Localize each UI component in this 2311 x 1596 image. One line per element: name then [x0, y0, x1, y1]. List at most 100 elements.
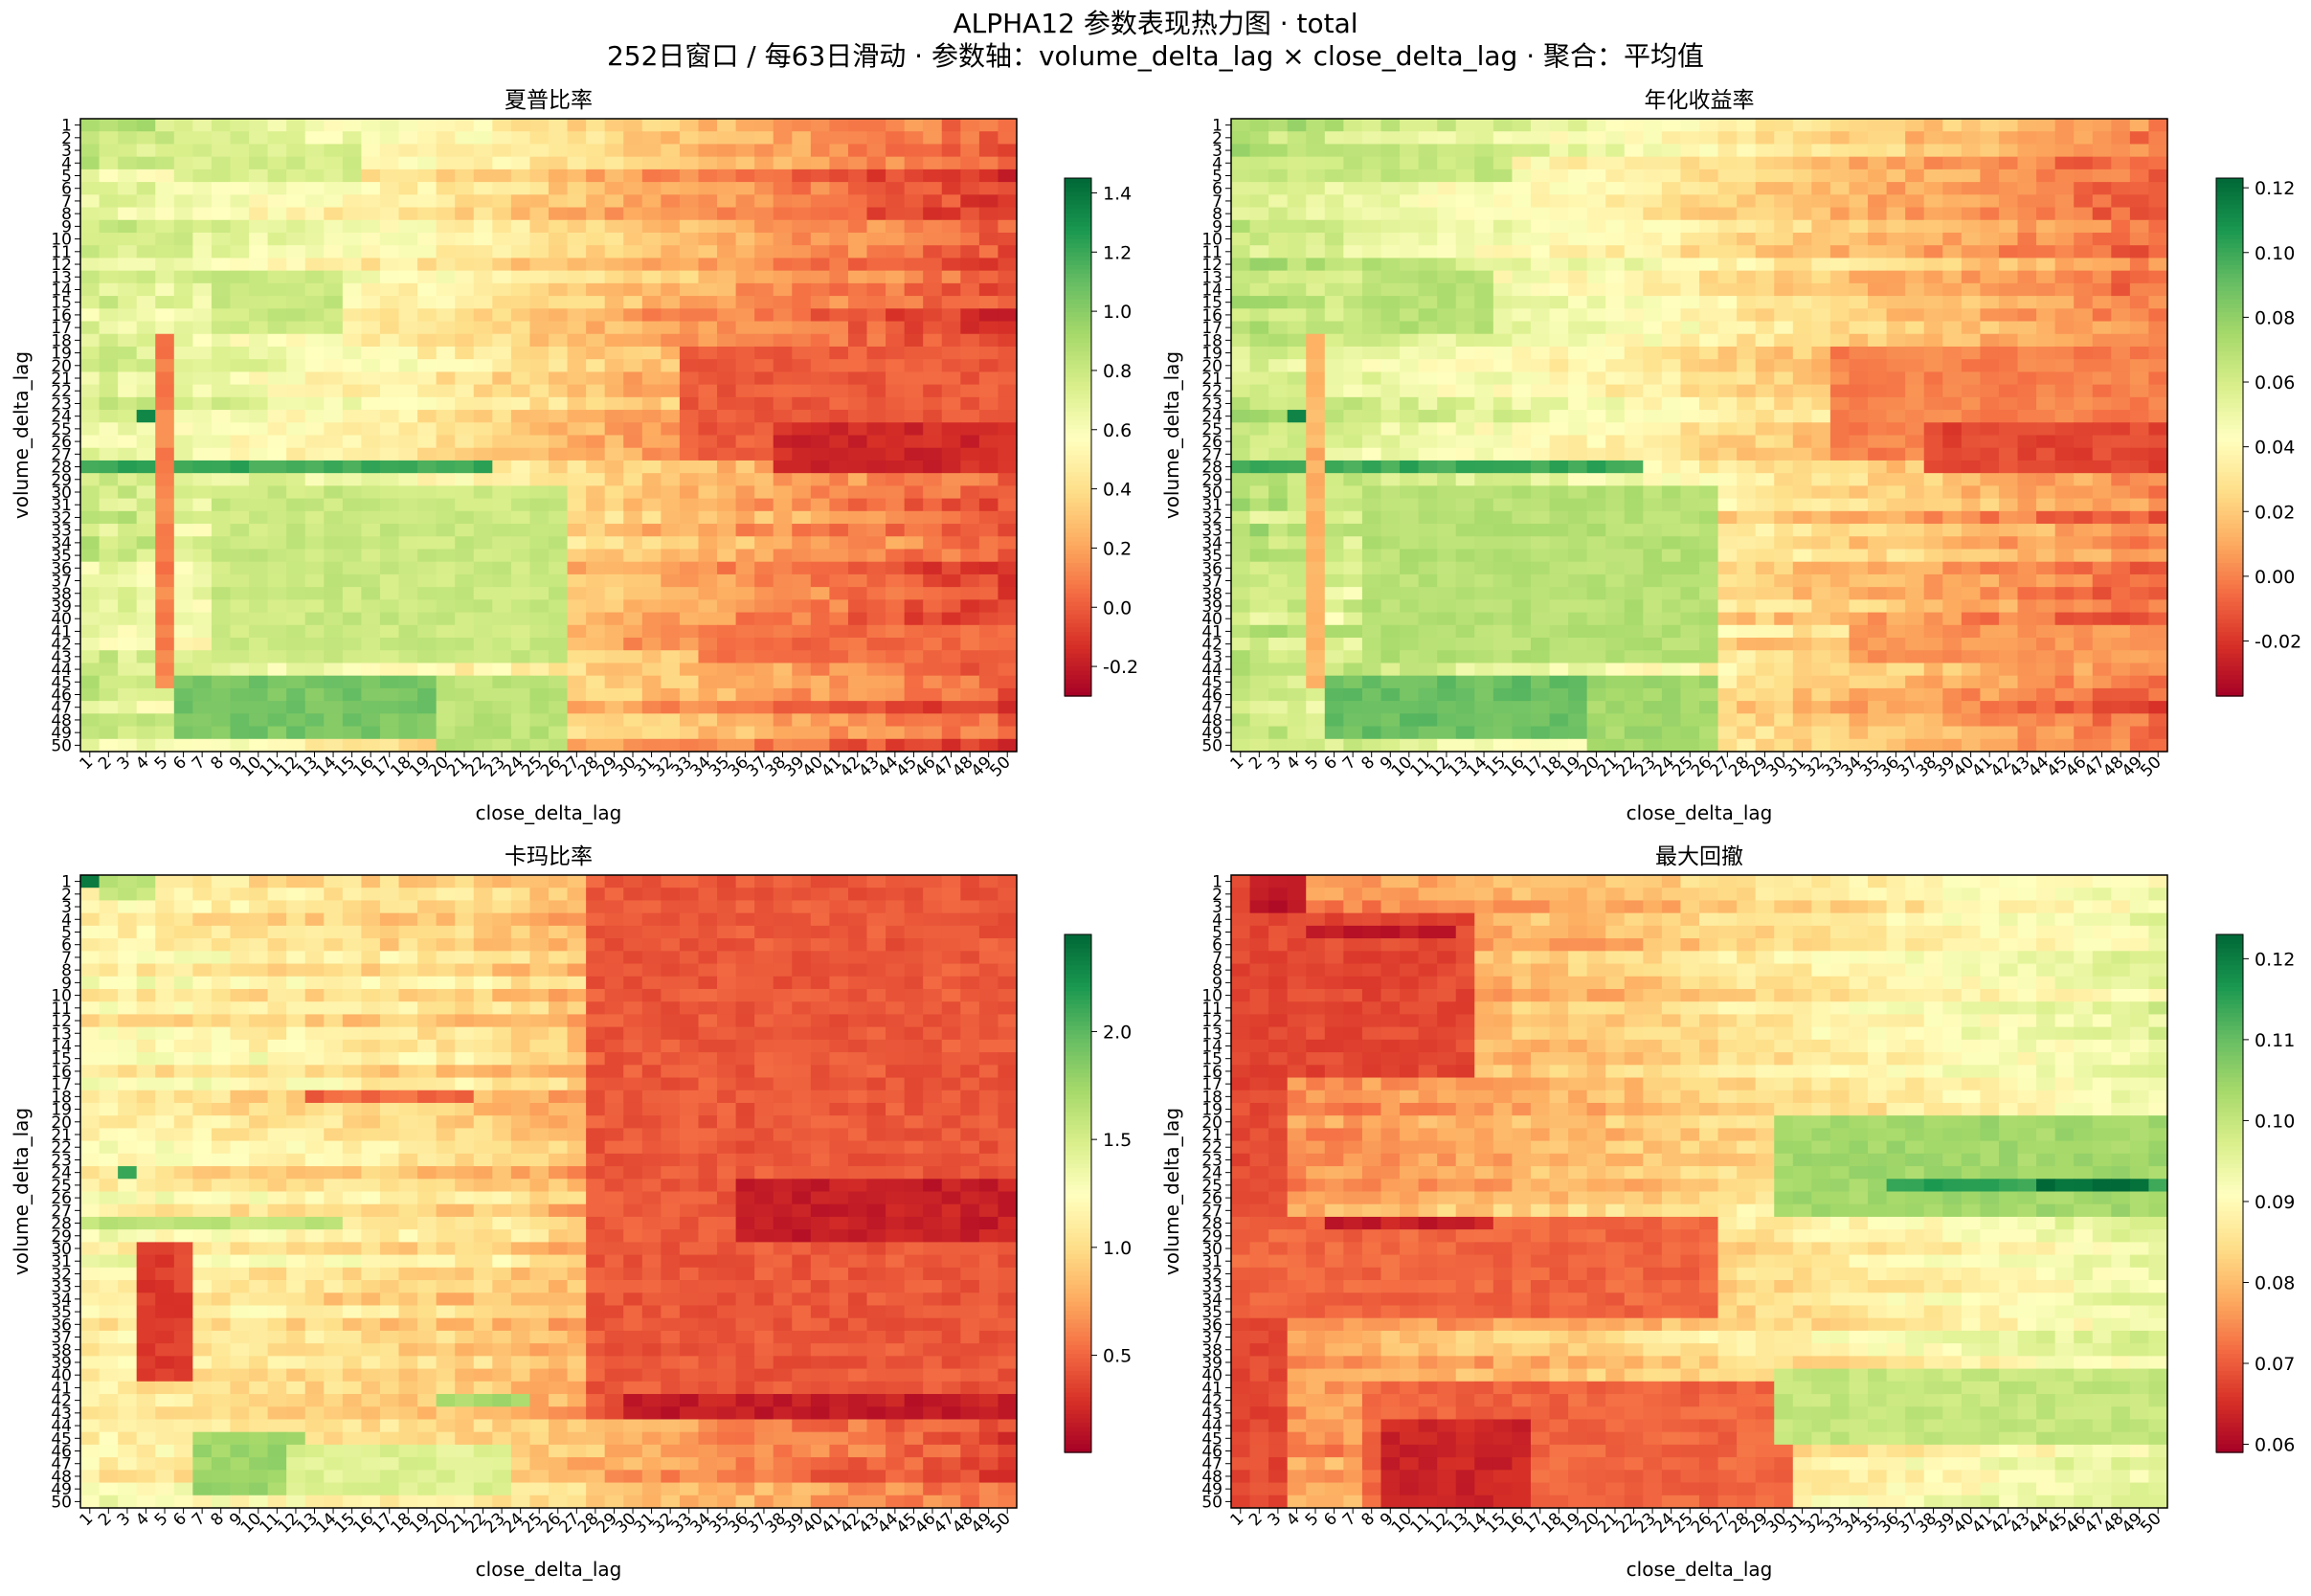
heatmap-cell [118, 663, 138, 677]
colorbar-segment [1065, 285, 1091, 291]
heatmap-cell [473, 169, 493, 183]
heatmap-cell [398, 144, 418, 158]
heatmap-cell [398, 687, 418, 702]
heatmap-cell [80, 536, 101, 551]
heatmap-cell [679, 498, 700, 512]
heatmap-cell [604, 485, 624, 500]
heatmap-cell [173, 447, 193, 461]
heatmap-cell [960, 232, 980, 246]
heatmap-cell [941, 321, 961, 335]
heatmap-cell [211, 549, 232, 563]
heatmap-cell [1680, 549, 1700, 563]
heatmap-cell [173, 473, 193, 486]
heatmap-cell [960, 410, 980, 423]
heatmap-cell [586, 687, 606, 702]
heatmap-cell [1268, 321, 1289, 335]
heatmap-cell [1755, 447, 1775, 461]
heatmap-cell [1324, 119, 1344, 132]
colorbar-segment [1065, 531, 1091, 537]
heatmap-cell [2111, 422, 2131, 437]
heatmap-cell [1998, 296, 2019, 309]
heatmap-cell [1512, 144, 1532, 158]
heatmap-cell [1474, 460, 1494, 474]
heatmap-cell [1437, 384, 1457, 398]
heatmap-cell [324, 447, 344, 461]
heatmap-cell [529, 663, 550, 677]
heatmap-cell [99, 359, 119, 372]
heatmap-cell [866, 144, 886, 158]
heatmap-cell [549, 422, 569, 437]
heatmap-cell [267, 258, 287, 272]
heatmap-cell [1437, 561, 1457, 575]
heatmap-cell [754, 321, 774, 335]
heatmap-cell [754, 346, 774, 360]
heatmap-cell [1680, 460, 1700, 474]
heatmap-cell [717, 245, 737, 259]
heatmap-cell [717, 510, 737, 525]
heatmap-cell [529, 410, 550, 423]
heatmap-cell [661, 663, 681, 677]
y-tick-label: 34 [51, 534, 72, 553]
heatmap-cell [2129, 119, 2150, 132]
heatmap-cell [2054, 460, 2075, 474]
heatmap-cell [1961, 169, 1981, 183]
heatmap-cell [2017, 561, 2037, 575]
heatmap-cell [267, 119, 287, 132]
heatmap-cell [1811, 333, 1831, 348]
heatmap-cell [529, 194, 550, 209]
heatmap-cell [1755, 131, 1775, 146]
heatmap-cell [717, 473, 737, 486]
heatmap-cell [1624, 422, 1644, 437]
heatmap-cell [1492, 333, 1513, 348]
heatmap-cell [324, 485, 344, 500]
heatmap-cell [1942, 561, 1963, 575]
heatmap-cell [829, 624, 849, 639]
heatmap-cell [1811, 359, 1831, 372]
heatmap-cell [192, 650, 213, 664]
heatmap-cell [1231, 524, 1251, 537]
heatmap-cell [698, 308, 718, 323]
heatmap-cell [249, 232, 269, 246]
heatmap-cell [211, 308, 232, 323]
heatmap-cell [1306, 296, 1326, 309]
heatmap-cell [792, 282, 812, 297]
heatmap-cell [1530, 536, 1551, 551]
heatmap-cell [211, 687, 232, 702]
heatmap-cell [436, 169, 456, 183]
heatmap-cell [1961, 296, 1981, 309]
heatmap-cell [1643, 207, 1663, 221]
heatmap-cell [604, 119, 624, 132]
heatmap-cell [773, 687, 793, 702]
heatmap-cell [118, 713, 138, 728]
heatmap-cell [1717, 232, 1738, 246]
heatmap-cell [1380, 410, 1401, 423]
heatmap-cell [455, 650, 475, 664]
heatmap-cell [549, 561, 569, 575]
heatmap-cell [1661, 296, 1682, 309]
heatmap-cell [886, 473, 906, 486]
heatmap-cell [211, 524, 232, 537]
heatmap-cell [473, 599, 493, 614]
heatmap-cell [1231, 169, 1251, 183]
heatmap-cell [1455, 612, 1475, 626]
heatmap-cell [1792, 549, 1812, 563]
heatmap-cell [1231, 359, 1251, 372]
heatmap-cell [661, 182, 681, 195]
heatmap-cell [1980, 296, 2000, 309]
heatmap-cell [792, 270, 812, 284]
heatmap-cell [2036, 270, 2056, 284]
heatmap-cell [1324, 282, 1344, 297]
heatmap-cell [1886, 524, 1906, 537]
heatmap-cell [1792, 207, 1812, 221]
heatmap-cell [698, 321, 718, 335]
heatmap-cell [1268, 638, 1289, 651]
heatmap-cell [1568, 131, 1588, 146]
heatmap-cell [998, 624, 1018, 639]
colorbar-segment [1065, 371, 1091, 378]
heatmap-cell [1829, 182, 1851, 195]
heatmap-cell [886, 536, 906, 551]
heatmap-cell [1400, 194, 1420, 209]
heatmap-cell [1530, 371, 1551, 386]
heatmap-cell [1624, 612, 1644, 626]
y-tick-label: 35 [51, 547, 72, 566]
